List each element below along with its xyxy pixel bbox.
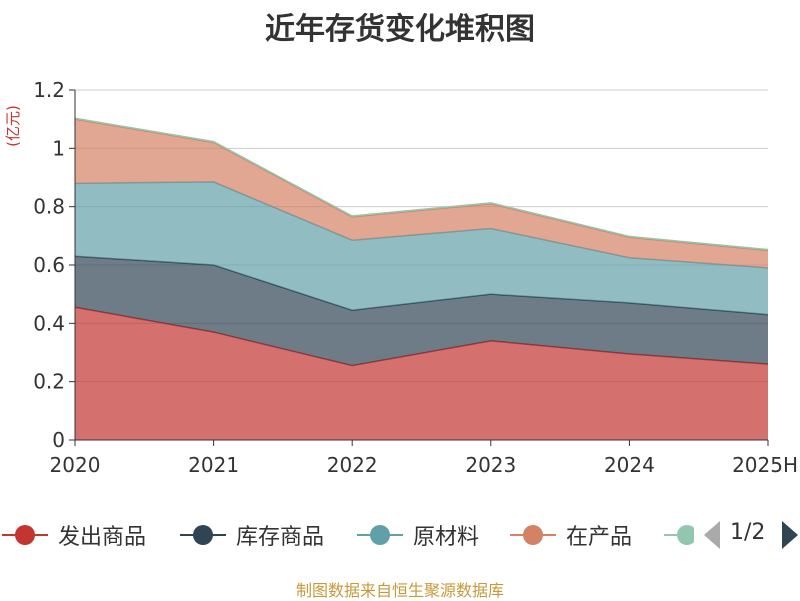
legend-marker-icon	[357, 525, 403, 545]
area-series-3	[75, 119, 768, 268]
area-chart: 0 0.2 0.4 0.6 0.8 1 1.2 2020 2021 2022 2023 2024 202…	[33, 78, 798, 477]
x-tick-label: 2024	[604, 453, 655, 477]
chart-title: 近年存货变化堆积图	[265, 12, 535, 47]
legend-label: 发出商品	[58, 525, 147, 550]
x-tick-label: 2025H	[732, 453, 798, 477]
y-tick-label: 0	[52, 428, 65, 452]
x-tick-label: 2020	[50, 453, 101, 477]
y-tick-label: 0.4	[33, 311, 65, 335]
legend-prev-icon[interactable]	[704, 521, 720, 549]
legend-item-2[interactable]: 原材料	[355, 515, 479, 555]
legend-marker-icon	[180, 525, 226, 545]
legend-item-1[interactable]: 库存商品	[178, 515, 324, 555]
y-tick-label: 1	[52, 136, 65, 160]
series-line-4	[74, 117, 769, 251]
y-tick-label: 1.2	[33, 78, 65, 102]
legend-item-4[interactable]	[662, 515, 694, 555]
area-series-2	[75, 181, 768, 315]
x-tick-label: 2021	[188, 453, 239, 477]
legend-label: 库存商品	[236, 525, 325, 550]
legend-item-3[interactable]: 在产品	[508, 515, 632, 555]
y-axis-unit: (亿元)	[4, 105, 22, 147]
area-series-0	[75, 307, 768, 440]
y-tick-label: 0.2	[33, 370, 65, 394]
x-tick-label: 2022	[327, 453, 378, 477]
legend-marker-icon	[2, 525, 48, 545]
legend-marker-icon	[664, 525, 694, 545]
legend-next-icon[interactable]	[782, 521, 798, 549]
legend-label: 在产品	[566, 525, 633, 550]
legend-page-indicator: 1/2	[730, 520, 766, 545]
y-tick-label: 0.6	[33, 253, 65, 277]
area-series-1	[75, 256, 768, 366]
legend-label: 原材料	[413, 525, 480, 550]
legend-marker-icon	[510, 525, 556, 545]
legend-item-0[interactable]: 发出商品	[0, 515, 146, 555]
source-note: 制图数据来自恒生聚源数据库	[295, 581, 504, 600]
legend: 发出商品 库存商品 原材料 在产品	[0, 515, 800, 555]
y-axis-unit-label: (亿元)	[4, 105, 22, 147]
x-tick-label: 2023	[465, 453, 516, 477]
y-tick-label: 0.8	[33, 195, 65, 219]
legend-pager: 1/2	[700, 515, 800, 555]
